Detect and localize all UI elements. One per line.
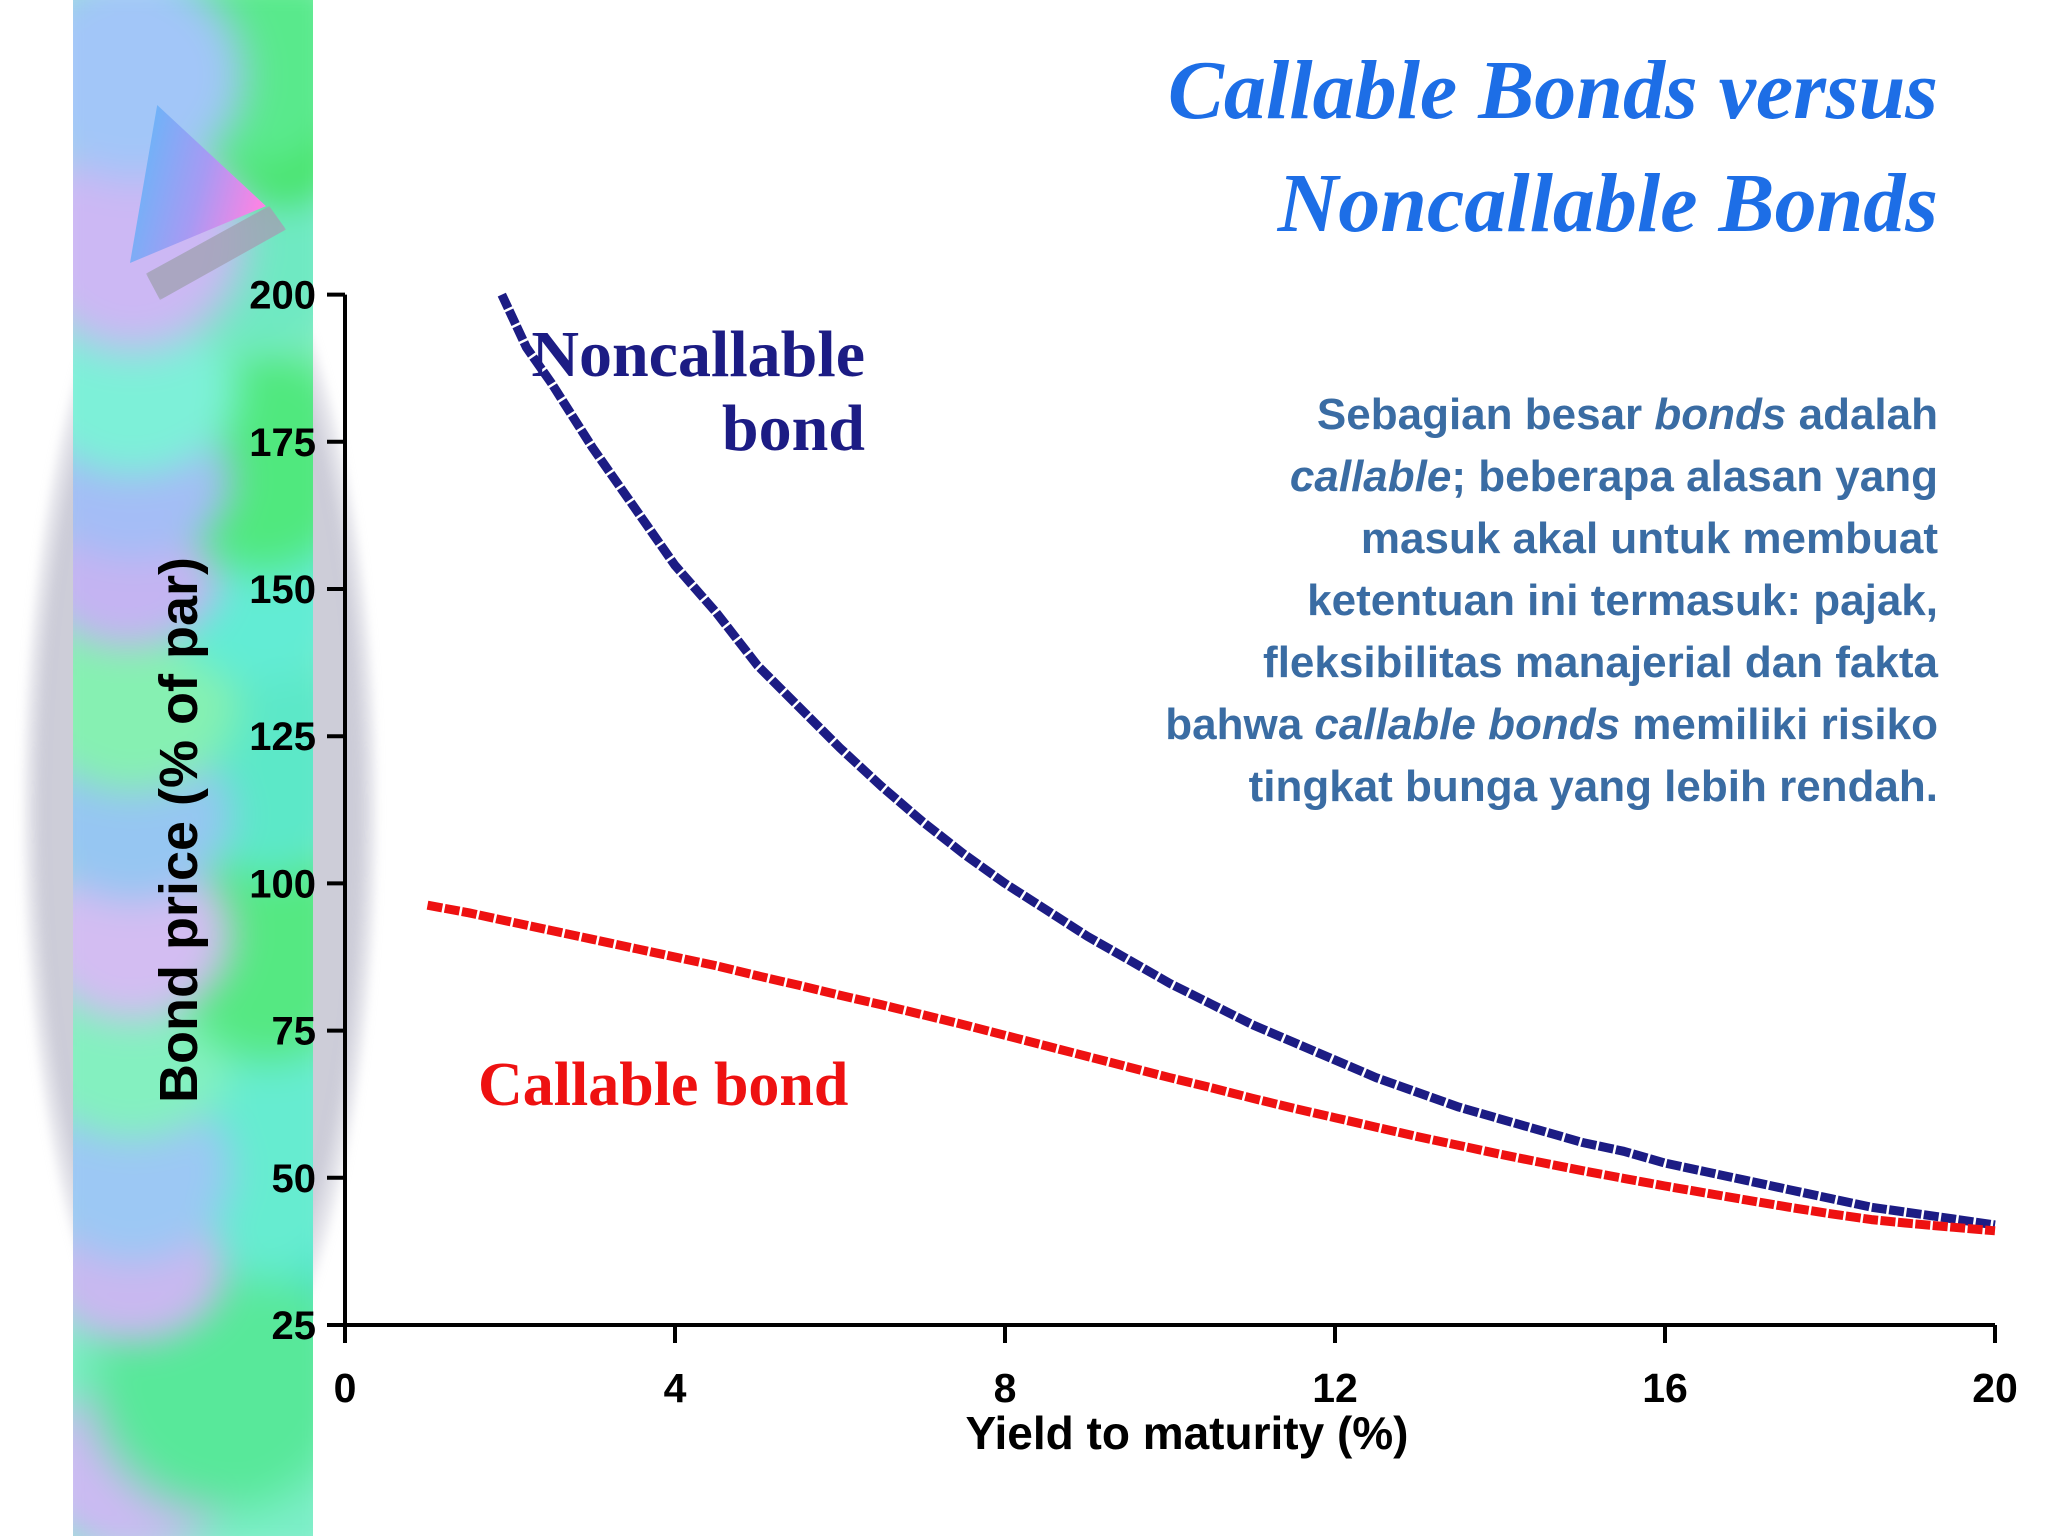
paragraph-segment: Sebagian besar <box>1316 390 1655 439</box>
y-axis-title: Bond price (% of par) <box>149 557 209 1104</box>
paragraph-italic-segment: bonds <box>1654 390 1787 439</box>
y-tick-label: 125 <box>249 715 316 759</box>
paragraph-italic-segment: callable bonds <box>1314 700 1621 749</box>
y-tick-label: 100 <box>249 862 316 906</box>
body-paragraph-line-4: ketentuan ini termasuk: pajak, <box>960 570 1938 632</box>
y-tick-label: 175 <box>249 421 316 465</box>
slide-title: Callable Bonds versus Noncallable Bonds <box>1168 34 1938 260</box>
paragraph-segment: ; beberapa alasan yang <box>1451 452 1938 501</box>
paragraph-segment: ketentuan ini termasuk: pajak, <box>1307 576 1938 625</box>
x-tick-label: 20 <box>1972 1365 2018 1411</box>
paragraph-segment: fleksibilitas manajerial dan fakta <box>1263 638 1938 687</box>
paragraph-segment: adalah <box>1786 390 1938 439</box>
x-axis-title: Yield to maturity (%) <box>965 1407 1409 1459</box>
body-paragraph-line-7: tingkat bunga yang lebih rendah. <box>960 756 1938 818</box>
y-tick-label: 50 <box>272 1157 317 1201</box>
series-label-noncallable-line-2: bond <box>721 392 865 465</box>
series-label-noncallable-line-1: Noncallable <box>531 318 865 391</box>
x-tick-label: 0 <box>334 1365 357 1411</box>
x-tick-label: 8 <box>994 1365 1017 1411</box>
body-paragraph-line-2: callable; beberapa alasan yang <box>960 446 1938 508</box>
body-paragraph-line-1: Sebagian besar bonds adalah <box>960 384 1938 446</box>
paragraph-segment: memiliki risiko <box>1620 700 1938 749</box>
series-curve-noncallable <box>497 292 1996 1230</box>
body-paragraph-line-3: masuk akal untuk membuat <box>960 508 1938 570</box>
x-tick-label: 4 <box>664 1365 687 1411</box>
x-tick-label: 12 <box>1312 1365 1358 1411</box>
slide-title-line-2: Noncallable Bonds <box>1277 157 1938 250</box>
series-label-noncallable: Noncallable bond <box>531 318 865 466</box>
y-tick-label: 200 <box>249 274 316 318</box>
series-label-callable: Callable bond <box>478 1051 849 1119</box>
body-paragraph-line-5: fleksibilitas manajerial dan fakta <box>960 632 1938 694</box>
y-tick-label: 75 <box>272 1010 317 1054</box>
body-paragraph-line-6: bahwa callable bonds memiliki risiko <box>960 694 1938 756</box>
x-tick-label: 16 <box>1642 1365 1688 1411</box>
slide-title-line-1: Callable Bonds versus <box>1167 44 1938 137</box>
paragraph-italic-segment: callable <box>1289 452 1452 501</box>
y-tick-label: 150 <box>249 568 316 612</box>
body-paragraph: Sebagian besar bonds adalah callable; beb… <box>960 384 1938 818</box>
y-tick-label: 25 <box>272 1304 317 1348</box>
paragraph-segment: bahwa <box>1165 700 1315 749</box>
series-curve-callable <box>426 900 1996 1236</box>
paragraph-segment: masuk akal untuk membuat <box>1360 514 1938 563</box>
paragraph-segment: tingkat bunga yang lebih rendah. <box>1248 762 1938 811</box>
